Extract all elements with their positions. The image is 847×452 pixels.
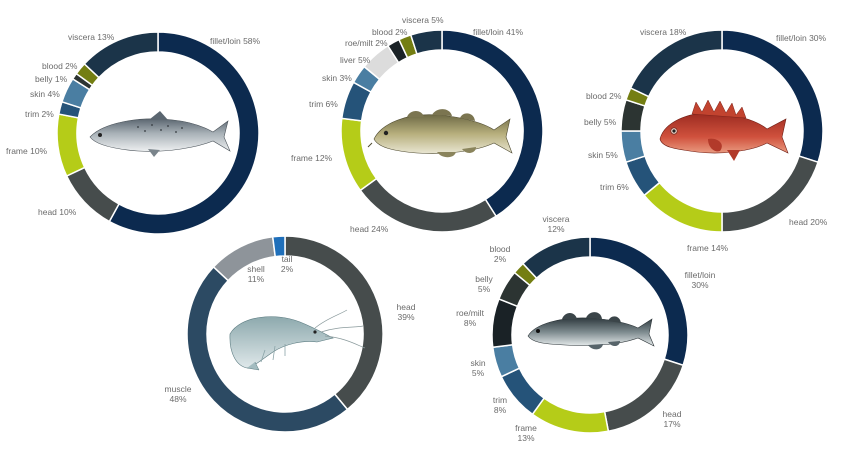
- slice-label-head: head 17%: [663, 409, 682, 429]
- slice-label-viscera: viscera 12%: [543, 214, 570, 234]
- donut-slices: [620, 29, 824, 233]
- slice-label-viscera: viscera 18%: [640, 27, 687, 37]
- donut-slice-frame: [340, 117, 378, 192]
- slice-label-frame: frame 13%: [515, 423, 537, 443]
- slice-label-viscera: viscera 13%: [68, 32, 115, 42]
- donut-labels: fillet/loin 30% head 20% frame 14% trim …: [584, 27, 828, 253]
- slice-label-head: head 10%: [38, 207, 77, 217]
- slice-label-liver: liver 5%: [340, 55, 371, 65]
- donut-chart-pollock: fillet/loin 30% head 17% frame 13% trim 8% s…: [456, 214, 716, 443]
- slice-label-blood: blood 2%: [42, 61, 78, 71]
- donut-slices: [56, 31, 260, 235]
- slice-label-frame: frame 14%: [687, 243, 729, 253]
- donut-slice-frame: [643, 181, 723, 233]
- donut-chart-salmon: fillet/loin 58% head 10% frame 10% trim …: [6, 31, 261, 235]
- slice-label-skin: skin 3%: [322, 73, 352, 83]
- donut-slices: [186, 235, 384, 433]
- donut-slice-frame: [56, 113, 86, 178]
- redfish-icon: [659, 99, 789, 161]
- salmon-icon: [89, 111, 231, 157]
- slice-label-trim: trim 8%: [493, 395, 507, 415]
- slice-label-roe-milt: roe/milt 8%: [456, 308, 485, 328]
- donut-labels: fillet/loin 41% head 24% frame 12% trim …: [291, 15, 524, 234]
- slice-label-viscera: viscera 5%: [402, 15, 444, 25]
- pollock-icon: [527, 312, 655, 350]
- slice-label-fillet-loin: fillet/loin 30%: [685, 270, 716, 290]
- slice-label-shell: shell 11%: [247, 264, 265, 284]
- donut-slice-fillet-loin: [589, 236, 689, 367]
- slice-label-skin: skin 5%: [470, 358, 485, 378]
- donut-labels: head 39% muscle 48% shell 11% tail 2%: [165, 254, 416, 404]
- donut-labels: fillet/loin 30% head 17% frame 13% trim 8% s…: [456, 214, 716, 443]
- slice-label-belly: belly 1%: [35, 74, 68, 84]
- donut-slices: [491, 236, 689, 434]
- donut-slice-tail: [271, 235, 286, 258]
- donut-slices: [340, 29, 544, 233]
- donut-slice-skin: [620, 130, 646, 164]
- cod-icon: [367, 109, 513, 158]
- donut-slice-trim: [500, 367, 546, 416]
- donut-labels: fillet/loin 58% head 10% frame 10% trim …: [6, 32, 261, 217]
- slice-label-trim: trim 2%: [25, 109, 54, 119]
- slice-label-tail: tail 2%: [281, 254, 294, 274]
- slice-label-belly: belly 5%: [475, 274, 493, 294]
- donut-slice-shell: [212, 235, 277, 282]
- slice-label-fillet-loin: fillet/loin 41%: [473, 27, 524, 37]
- slice-label-frame: frame 12%: [291, 153, 333, 163]
- slice-label-belly: belly 5%: [584, 117, 617, 127]
- slice-label-skin: skin 4%: [30, 89, 60, 99]
- slice-label-roe-milt: roe/milt 2%: [345, 38, 388, 48]
- donut-slice-viscera: [521, 236, 591, 280]
- donut-slice-frame: [531, 397, 610, 434]
- slice-label-head: head 20%: [789, 217, 828, 227]
- slice-label-head: head 24%: [350, 224, 389, 234]
- slice-label-muscle: muscle 48%: [165, 384, 192, 404]
- slice-label-blood: blood 2%: [490, 244, 511, 264]
- shrimp-icon: [229, 309, 366, 371]
- donut-chart-cod: fillet/loin 41% head 24% frame 12% trim …: [291, 15, 544, 234]
- slice-label-trim: trim 6%: [309, 99, 338, 109]
- donut-chart-redfish: fillet/loin 30% head 20% frame 14% trim …: [584, 27, 828, 253]
- slice-label-blood: blood 2%: [372, 27, 408, 37]
- slice-label-frame: frame 10%: [6, 146, 48, 156]
- donut-slice-viscera: [83, 31, 159, 79]
- slice-label-blood: blood 2%: [586, 91, 622, 101]
- slice-label-head: head 39%: [397, 302, 416, 322]
- donut-slice-roe-milt: [491, 297, 519, 349]
- donut-chart-shrimp: head 39% muscle 48% shell 11% tail 2%: [165, 235, 416, 433]
- slice-label-skin: skin 5%: [588, 150, 618, 160]
- slice-label-trim: trim 6%: [600, 182, 629, 192]
- slice-label-fillet-loin: fillet/loin 30%: [776, 33, 827, 43]
- slice-label-fillet-loin: fillet/loin 58%: [210, 36, 261, 46]
- donut-slice-viscera: [409, 29, 443, 55]
- donut-slice-viscera: [629, 29, 723, 98]
